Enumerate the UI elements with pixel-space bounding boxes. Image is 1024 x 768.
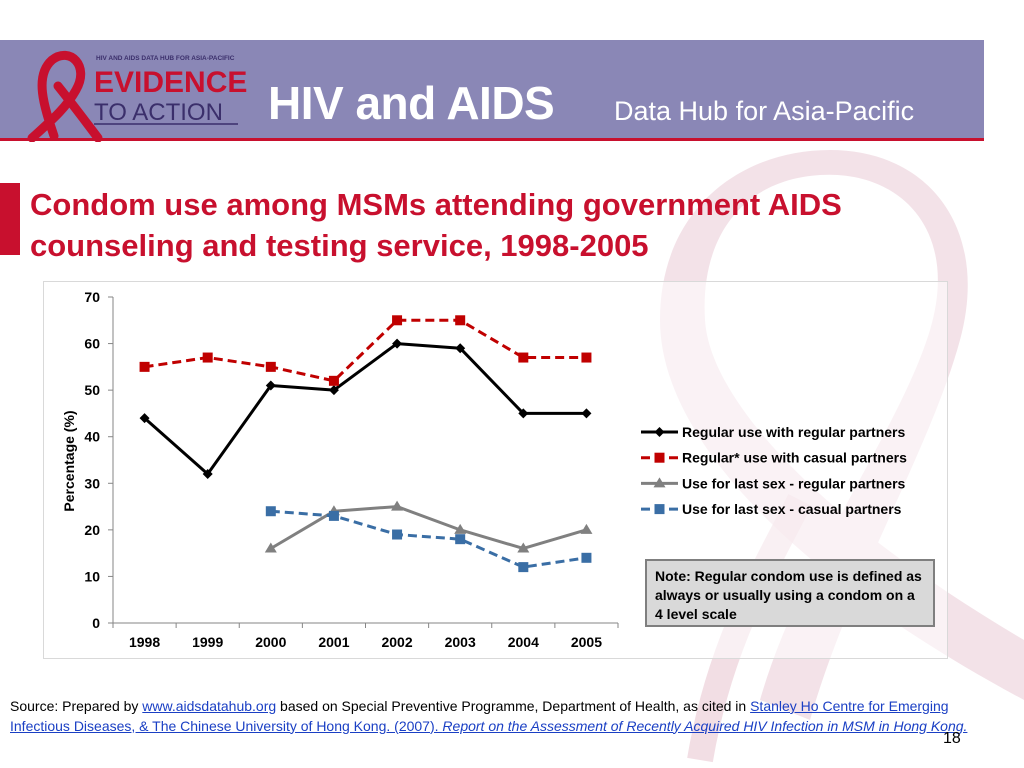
x-tick-label: 2005 <box>571 634 602 650</box>
source-middle: based on Special Preventive Programme, D… <box>276 698 751 714</box>
legend-marker <box>654 504 665 515</box>
series-line <box>143 342 587 476</box>
data-point <box>328 510 339 521</box>
x-tick-label: 2001 <box>318 634 349 650</box>
series-use-for-last-sex-regular-partners <box>264 500 593 553</box>
legend-item: Regular* use with casual partners <box>641 450 907 466</box>
data-point <box>328 375 339 386</box>
y-tick-label: 60 <box>84 336 100 352</box>
data-point <box>581 552 592 563</box>
y-tick-label: 50 <box>84 382 100 398</box>
legend-label: Regular* use with casual partners <box>682 450 907 466</box>
y-axis-title: Percentage (%) <box>61 410 77 511</box>
logo-line2: TO ACTION <box>94 99 223 126</box>
page-number: 18 <box>943 730 961 747</box>
data-point <box>455 343 466 354</box>
data-point <box>392 338 403 349</box>
y-tick-label: 0 <box>92 615 100 631</box>
legend-marker <box>653 477 666 488</box>
data-point <box>518 562 529 573</box>
data-point <box>139 361 150 372</box>
note-box: Note: Regular condom use is defined as a… <box>645 559 935 627</box>
x-tick-label: 2000 <box>255 634 286 650</box>
data-point <box>517 542 530 553</box>
aidsdatahub-link[interactable]: www.aidsdatahub.org <box>142 698 277 714</box>
evidence-to-action-logo: HIV AND AIDS DATA HUB FOR ASIA-PACIFIC E… <box>27 50 247 142</box>
logo-top-line: HIV AND AIDS DATA HUB FOR ASIA-PACIFIC <box>96 55 235 62</box>
logo-line1: EVIDENCE <box>94 66 247 99</box>
y-tick-label: 70 <box>84 289 100 305</box>
header-title: HIV and AIDS <box>268 77 555 129</box>
x-tick-label: 2002 <box>381 634 412 650</box>
legend-label: Regular use with regular partners <box>682 424 905 440</box>
x-tick-label: 2003 <box>445 634 476 650</box>
data-point <box>202 468 213 479</box>
data-point <box>455 534 466 545</box>
data-point <box>580 523 593 534</box>
data-point <box>392 529 403 540</box>
data-point <box>264 542 277 553</box>
data-point <box>139 413 150 424</box>
legend-marker <box>654 427 665 437</box>
series-line <box>270 505 587 550</box>
data-point <box>328 385 339 396</box>
series-line <box>144 318 587 383</box>
legend-item: Use for last sex - casual partners <box>641 501 902 517</box>
source-prefix: Source: Prepared by <box>10 698 143 714</box>
data-point <box>581 408 592 419</box>
data-point <box>518 408 529 419</box>
header-subtitle: Data Hub for Asia-Pacific <box>614 96 915 126</box>
legend-label: Use for last sex - regular partners <box>682 475 906 491</box>
y-tick-label: 30 <box>84 475 100 491</box>
slide-title: Condom use among MSMs attending governme… <box>30 187 842 263</box>
title-accent-bar <box>0 183 20 255</box>
legend-marker <box>654 452 665 463</box>
data-point <box>202 352 213 363</box>
data-point <box>265 380 276 391</box>
series-use-for-last-sex-casual-partners <box>265 506 592 573</box>
header-rule <box>0 138 984 141</box>
series-regular-use-with-regular-partners <box>139 338 592 479</box>
report-link[interactable]: Report on the Assessment of Recently Acq… <box>442 718 967 734</box>
y-tick-label: 40 <box>84 429 100 445</box>
series-line <box>270 509 587 569</box>
data-point <box>265 361 276 372</box>
data-point <box>581 352 592 363</box>
x-tick-label: 1998 <box>129 634 160 650</box>
source-citation: Source: Prepared by www.aidsdatahub.org … <box>10 697 980 736</box>
report-title: Report on the Assessment of Recently Acq… <box>442 717 968 734</box>
legend-label: Use for last sex - casual partners <box>682 501 902 517</box>
stanley-ho-centre-link[interactable]: Stanley Ho Centre for Emerging Infectiou… <box>10 698 949 734</box>
header-band <box>0 40 984 138</box>
x-tick-label: 2004 <box>508 634 539 650</box>
data-point <box>392 315 403 326</box>
series-regular-use-with-casual-partners <box>139 315 592 386</box>
x-tick-label: 1999 <box>192 634 223 650</box>
y-tick-label: 20 <box>84 522 100 538</box>
y-tick-label: 10 <box>84 568 100 584</box>
legend-item: Regular use with regular partners <box>641 424 905 440</box>
data-point <box>455 315 466 326</box>
data-point <box>391 500 404 511</box>
data-point <box>454 523 467 534</box>
legend-item: Use for last sex - regular partners <box>641 475 906 491</box>
data-point <box>518 352 529 363</box>
data-point <box>265 506 276 517</box>
